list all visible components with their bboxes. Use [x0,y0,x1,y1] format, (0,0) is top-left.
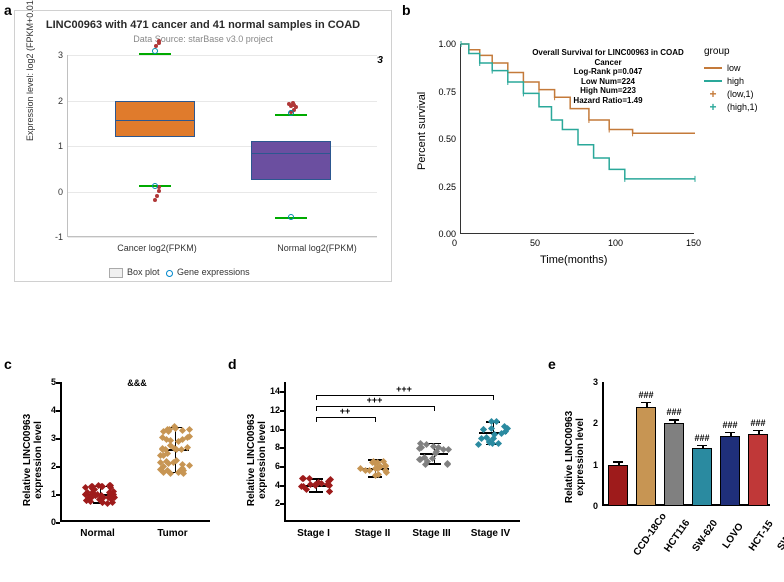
panel-b-ylabel: Percent survival [416,92,428,170]
panel-b-xlabel: Time(months) [540,254,607,266]
panel-label-c: c [4,356,12,372]
panel-a-subtitle: Data Source: starBase v3.0 project [15,34,391,44]
panel-a-chartarea [67,55,377,237]
panel-c-scatter: Relative LINC00963expression level &&& 0… [16,372,216,562]
panel-e-chartarea: ############### [602,382,770,506]
panel-d-scatter: Relative LINC00963expression level +++++… [240,372,530,562]
panel-label-e: e [548,356,556,372]
panel-b-survival: Percent survival Time(months) Overall Su… [410,10,774,282]
panel-d-chartarea: ++++++++ [284,382,520,522]
panel-a-ylabel: Expression level: log2 (FPKM+0.01) [25,0,35,141]
panel-e-barchart: Relative LINC00963expression level #####… [558,372,778,572]
panel-a-boxplot: LINC00963 with 471 cancer and 41 normal … [14,10,392,282]
gene-point-icon [166,270,173,277]
panel-c-chartarea: &&& [60,382,210,522]
panel-label-d: d [228,356,237,372]
panel-e-ylabel: Relative LINC00963expression level [564,392,586,522]
panel-label-a: a [4,2,12,18]
panel-a-title: LINC00963 with 471 cancer and 41 normal … [15,19,391,31]
panel-b-legend: group lowhigh+(low,1)+(high,1) [704,46,758,115]
panel-b-annotation: Overall Survival for LINC00963 in COAD C… [518,48,698,106]
panel-a-legend: Box plot Gene expressions [105,267,250,278]
boxplot-swatch-icon [109,268,123,278]
